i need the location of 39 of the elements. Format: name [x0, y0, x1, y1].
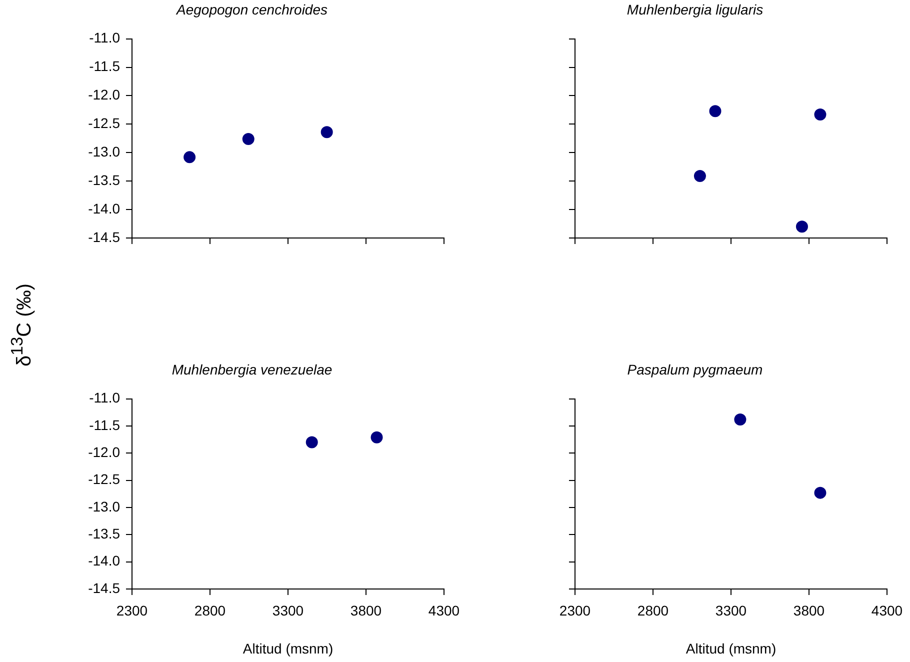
y-tick-label: -11.0 [89, 390, 120, 406]
point [242, 132, 254, 145]
x-tick-label: 2300 [559, 602, 591, 618]
y-tick-label: -14.5 [88, 580, 120, 596]
y-tick-label: -14.0 [88, 552, 120, 569]
y-tick-label: -13.0 [88, 498, 120, 514]
y-tick-label: -12.0 [88, 444, 120, 460]
point [709, 105, 722, 118]
x-tick-label: 2800 [637, 602, 669, 618]
x-tick-label: 3800 [350, 602, 382, 618]
chart-title: Muhlenbergia ligularis [626, 1, 764, 18]
x-tick-label: 3300 [272, 602, 304, 618]
y-tick-label: -12.5 [88, 115, 120, 132]
y-tick-label: -14.5 [88, 228, 120, 245]
y-tick-label: -14.0 [88, 200, 120, 216]
y-tick-label: -13.0 [88, 143, 120, 160]
point [694, 170, 706, 182]
x-axis-title: Altitud (msnm) [686, 640, 776, 656]
chart-title: Muhlenbergia venezuelae [172, 361, 332, 378]
y-tick-label: -11.5 [89, 416, 120, 433]
chart-title: Aegopogon cenchroides [175, 1, 328, 18]
y-tick-label: -12.5 [88, 471, 120, 488]
point [814, 108, 826, 120]
y-tick-label: -13.5 [88, 526, 120, 542]
y-tick-label: -11.0 [89, 30, 120, 46]
point [184, 151, 196, 164]
x-tick-label: 3300 [715, 602, 747, 618]
y-tick-label: -13.5 [88, 172, 120, 188]
x-tick-label: 3800 [793, 602, 825, 618]
point [796, 220, 808, 233]
point [320, 126, 333, 138]
y-tick-label: -12.0 [88, 86, 120, 103]
chart-title: Paspalum pygmaeum [627, 361, 764, 378]
x-tick-label: 2300 [116, 602, 148, 618]
x-axis-title: Altitud (msnm) [242, 640, 334, 656]
x-tick-label: 4300 [871, 602, 903, 618]
y-tick-label: -11.5 [89, 58, 120, 74]
x-tick-label: 4300 [428, 602, 460, 618]
x-tick-label: 2800 [194, 602, 226, 618]
